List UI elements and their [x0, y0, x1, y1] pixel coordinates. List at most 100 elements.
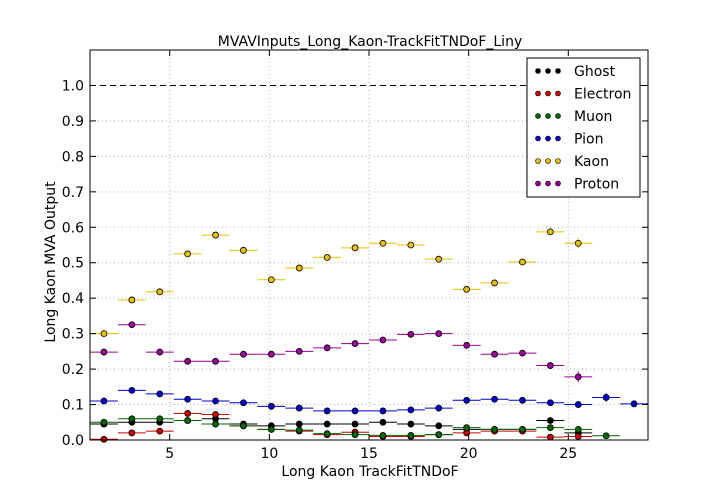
data-point	[602, 394, 610, 401]
data-point	[184, 417, 192, 424]
x-tick-label: 20	[460, 446, 478, 462]
data-point	[574, 239, 582, 247]
legend-label: Muon	[574, 109, 612, 125]
data-point	[351, 431, 359, 439]
legend-marker	[545, 158, 551, 164]
legend-marker	[535, 68, 541, 74]
legend-marker	[535, 113, 541, 119]
data-point	[379, 418, 387, 426]
y-tick-label: 0.5	[62, 256, 84, 272]
y-tick-label: 0.4	[62, 291, 84, 307]
y-tick-label: 0.9	[62, 114, 84, 130]
data-point	[574, 425, 582, 433]
legend-marker	[555, 158, 561, 164]
data-point	[240, 246, 247, 254]
data-point	[407, 431, 415, 439]
data-point	[546, 433, 554, 441]
legend-label: Pion	[574, 132, 603, 148]
data-point	[156, 348, 164, 356]
x-axis-label: Long Kaon TrackFitTNDoF	[281, 464, 458, 480]
legend-item: Kaon	[535, 154, 609, 170]
y-tick-label: 0.3	[62, 327, 84, 343]
data-point	[463, 285, 471, 293]
data-point	[491, 350, 498, 358]
legend-marker	[555, 68, 561, 74]
data-point	[519, 349, 526, 357]
data-point	[463, 424, 471, 431]
y-axis-label: Long Kaon MVA Output	[43, 181, 59, 343]
legend-marker	[555, 90, 561, 97]
legend-marker	[555, 113, 561, 119]
data-point	[212, 357, 219, 365]
data-point	[128, 321, 136, 329]
legend-marker	[535, 135, 541, 142]
data-point	[267, 425, 275, 433]
y-tick-label: 0.0	[62, 433, 84, 449]
y-tick-label: 1.0	[62, 78, 84, 94]
legend-box	[526, 57, 641, 198]
data-point	[407, 420, 415, 428]
series-layer	[90, 228, 648, 443]
data-point	[574, 433, 582, 440]
data-point	[407, 241, 415, 249]
data-point	[630, 400, 638, 408]
data-point	[240, 350, 247, 358]
data-point	[240, 399, 247, 407]
legend-item: Ghost	[535, 64, 616, 80]
data-point	[435, 422, 443, 430]
data-point	[128, 415, 136, 423]
legend-label: Kaon	[574, 154, 609, 170]
x-tick-label: 25	[559, 446, 577, 462]
data-point	[491, 279, 498, 287]
data-point	[184, 395, 192, 403]
legend-marker	[545, 135, 551, 142]
legend-label: Proton	[574, 177, 619, 193]
data-point	[295, 420, 303, 428]
legend-marker	[555, 180, 561, 187]
data-point	[128, 429, 136, 437]
data-point	[100, 418, 108, 426]
data-point	[323, 407, 331, 415]
data-point	[100, 330, 108, 338]
data-point	[435, 330, 443, 338]
data-point	[519, 425, 526, 433]
data-point	[519, 258, 526, 266]
data-point	[128, 296, 136, 304]
data-point	[295, 264, 303, 272]
data-point	[184, 250, 192, 258]
x-tick-label: 5	[165, 446, 174, 462]
data-point	[546, 399, 554, 407]
legend-marker	[545, 90, 551, 97]
legend-label: Electron	[574, 87, 631, 103]
data-point	[128, 386, 136, 394]
data-point	[184, 410, 192, 417]
legend-marker	[535, 180, 541, 187]
data-point	[240, 422, 247, 430]
data-point	[519, 396, 526, 404]
data-point	[295, 404, 303, 412]
data-point	[156, 427, 164, 435]
data-point	[212, 231, 219, 239]
data-point	[463, 341, 471, 349]
data-point	[156, 390, 164, 398]
data-point	[379, 431, 387, 439]
legend-item: Muon	[535, 109, 612, 125]
data-point	[295, 347, 303, 355]
y-tick-label: 0.7	[62, 185, 84, 201]
legend-label: Ghost	[574, 64, 616, 80]
legend: Ghost Electron Muon Pion Kaon Proton	[526, 57, 641, 198]
data-point	[574, 373, 582, 381]
chart-title: MVAVInputs_Long_Kaon-TrackFitTNDoF_Liny	[218, 34, 522, 50]
data-point	[574, 401, 582, 408]
legend-marker	[545, 180, 551, 187]
data-point	[323, 344, 331, 352]
data-point	[435, 431, 443, 439]
data-point	[491, 425, 498, 433]
data-point	[212, 411, 219, 418]
data-point	[546, 228, 554, 236]
data-point	[435, 255, 443, 263]
data-point	[351, 420, 359, 428]
data-point	[323, 420, 331, 428]
series-pion	[90, 386, 648, 415]
legend-item: Electron	[535, 87, 631, 103]
